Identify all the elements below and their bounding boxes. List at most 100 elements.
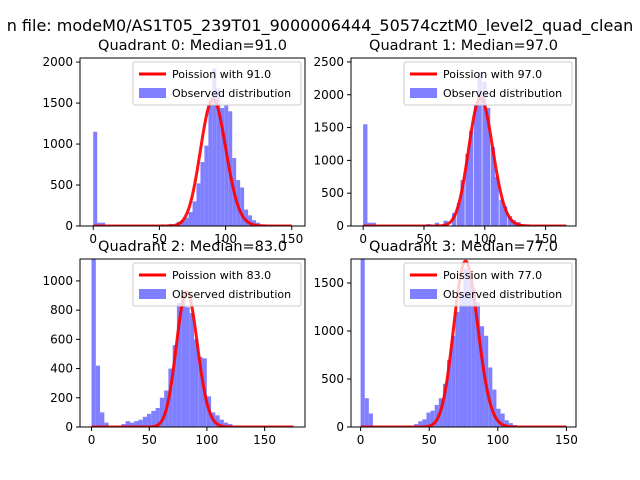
legend-box <box>132 61 302 106</box>
y-tick-label: 500 <box>50 178 73 192</box>
histogram-bar <box>447 359 452 427</box>
histogram-bar <box>138 419 143 427</box>
histogram-bar <box>204 145 209 226</box>
x-tick-label: 50 <box>422 433 437 447</box>
histogram-bar <box>486 107 491 226</box>
legend-label-poisson: Poission with 91.0 <box>172 68 271 81</box>
histogram-bar <box>185 307 190 427</box>
legend-bar-swatch <box>410 289 437 299</box>
histogram-bar <box>95 365 101 427</box>
histogram-bar <box>504 420 509 427</box>
y-tick-label: 1000 <box>313 324 344 338</box>
legend-bar-swatch <box>139 289 166 299</box>
histogram-bar <box>430 410 435 427</box>
subplot-title: Quadrant 3: Median=77.0 <box>369 239 558 255</box>
histogram-bar <box>456 203 462 226</box>
legend-label-observed: Observed distribution <box>172 288 291 301</box>
y-tick-label: 800 <box>50 303 73 317</box>
histogram-bar <box>104 422 109 427</box>
histogram-bar <box>473 104 479 226</box>
axes-frame <box>350 258 577 428</box>
histogram-bar <box>101 222 106 226</box>
y-tick-label: 0 <box>65 219 73 233</box>
subplot-title: Quadrant 1: Median=97.0 <box>369 38 558 54</box>
subplot-quadrant-2: 0 50 100 150 0 200 400 600 800 1000 Quadrant 2: Me… <box>42 239 306 447</box>
y-tick-label: 0 <box>336 219 344 233</box>
y-tick-label: 1000 <box>42 137 73 151</box>
x-tick-label: 50 <box>416 232 431 246</box>
histogram-bar <box>93 131 98 226</box>
y-tick-label: 1000 <box>42 274 73 288</box>
legend: Poission with 91.0 Observed distribution <box>132 61 302 106</box>
x-tick-label: 0 <box>89 232 97 246</box>
y-tick-label: 2500 <box>313 55 344 69</box>
histogram-bar <box>488 367 493 427</box>
axes-frame <box>350 57 577 227</box>
histogram-bar <box>363 124 368 226</box>
legend-bar-swatch <box>410 88 437 98</box>
histogram-bar <box>508 423 513 427</box>
legend-label-observed: Observed distribution <box>443 288 562 301</box>
legend-box <box>403 262 573 307</box>
histogram-bar <box>192 201 197 226</box>
histogram-bar <box>200 162 205 226</box>
histogram-bar <box>368 413 373 427</box>
y-tick-label: 1500 <box>313 121 344 135</box>
histogram-bar <box>184 217 189 226</box>
histogram-bar <box>422 419 427 427</box>
histogram-bar <box>434 404 439 427</box>
x-tick-label: 150 <box>555 433 578 447</box>
plot-area <box>91 259 294 427</box>
histogram-bar <box>212 68 217 226</box>
histogram-bar <box>97 222 102 226</box>
x-tick-label: 0 <box>88 433 96 447</box>
subplot-title: Quadrant 2: Median=83.0 <box>98 239 287 255</box>
legend-box <box>403 61 573 106</box>
histogram-bar <box>129 422 135 427</box>
legend: Poission with 97.0 Observed distribution <box>403 61 573 106</box>
x-tick-label: 100 <box>486 433 509 447</box>
histogram-bar <box>151 410 156 427</box>
y-tick-label: 2000 <box>42 55 73 69</box>
histogram-bar <box>248 215 253 226</box>
legend-box <box>132 262 302 307</box>
histogram-bar <box>496 408 501 427</box>
legend-label-observed: Observed distribution <box>172 87 291 100</box>
legend: Poission with 83.0 Observed distribution <box>132 262 302 307</box>
histogram-bar <box>499 199 504 226</box>
histogram-bar <box>159 397 165 427</box>
histogram-bar <box>364 398 369 427</box>
axes-frame <box>79 258 306 428</box>
y-tick-label: 500 <box>321 186 344 200</box>
histogram-bar <box>459 292 464 427</box>
y-tick-label: 200 <box>50 391 73 405</box>
y-tick-label: 1500 <box>42 96 73 110</box>
histogram-bar <box>507 216 513 226</box>
histogram-bar <box>134 421 139 427</box>
y-tick-label: 1000 <box>313 153 344 167</box>
x-tick-label: 0 <box>357 433 365 447</box>
histogram-bar <box>426 412 431 427</box>
histogram-bar <box>463 268 468 427</box>
legend-label-poisson: Poission with 77.0 <box>443 269 542 282</box>
legend-label-poisson: Poission with 83.0 <box>172 269 271 282</box>
y-tick-label: 400 <box>50 362 73 376</box>
y-tick-label: 1500 <box>313 276 344 290</box>
histogram-bar <box>100 412 105 427</box>
histogram-bar <box>471 287 476 427</box>
histogram-bar <box>482 81 487 226</box>
legend-bar-swatch <box>139 88 166 98</box>
histogram-bar <box>467 271 472 427</box>
axes-frame <box>79 57 306 227</box>
histogram-bar <box>125 421 130 427</box>
histogram-bar <box>252 220 257 226</box>
histogram-bar <box>475 302 480 427</box>
histogram-bar <box>360 259 365 427</box>
histogram-bar <box>180 220 185 226</box>
x-tick-label: 50 <box>152 232 167 246</box>
histogram-bar <box>189 313 194 427</box>
histogram-bar <box>181 295 186 427</box>
poisson-curve <box>91 290 294 427</box>
